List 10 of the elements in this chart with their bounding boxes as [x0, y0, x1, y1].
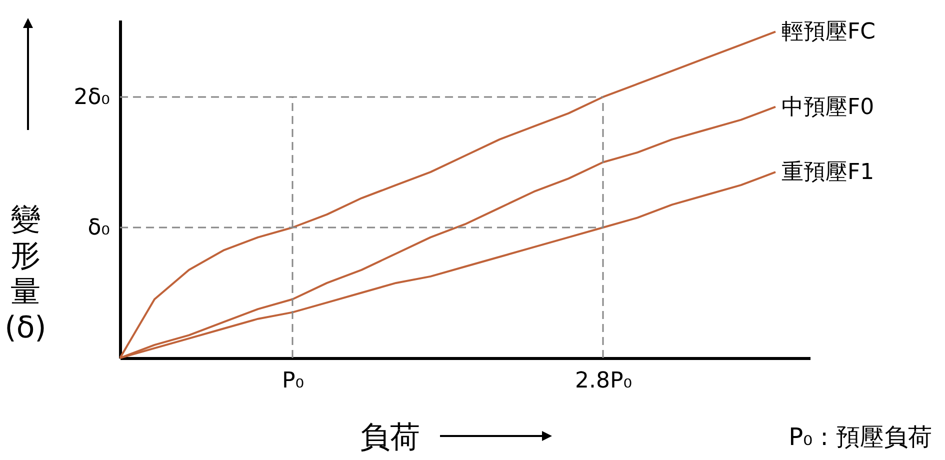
ref-line-label: 2δ₀ — [74, 84, 110, 110]
text: P₀ : 預壓負荷 — [788, 423, 932, 451]
y-axis-title: 變形量(δ) — [4, 202, 46, 346]
series-label: 輕預壓FC — [782, 20, 876, 45]
series-label: 中預壓F0 — [782, 94, 874, 120]
ref-line-label: δ₀ — [88, 216, 110, 240]
x-axis-title: 負荷 — [360, 420, 420, 455]
x-tick-label: 2.8P₀ — [574, 368, 632, 394]
series-label: 重預壓F1 — [782, 160, 874, 186]
x-tick-label: P₀ — [282, 368, 304, 394]
